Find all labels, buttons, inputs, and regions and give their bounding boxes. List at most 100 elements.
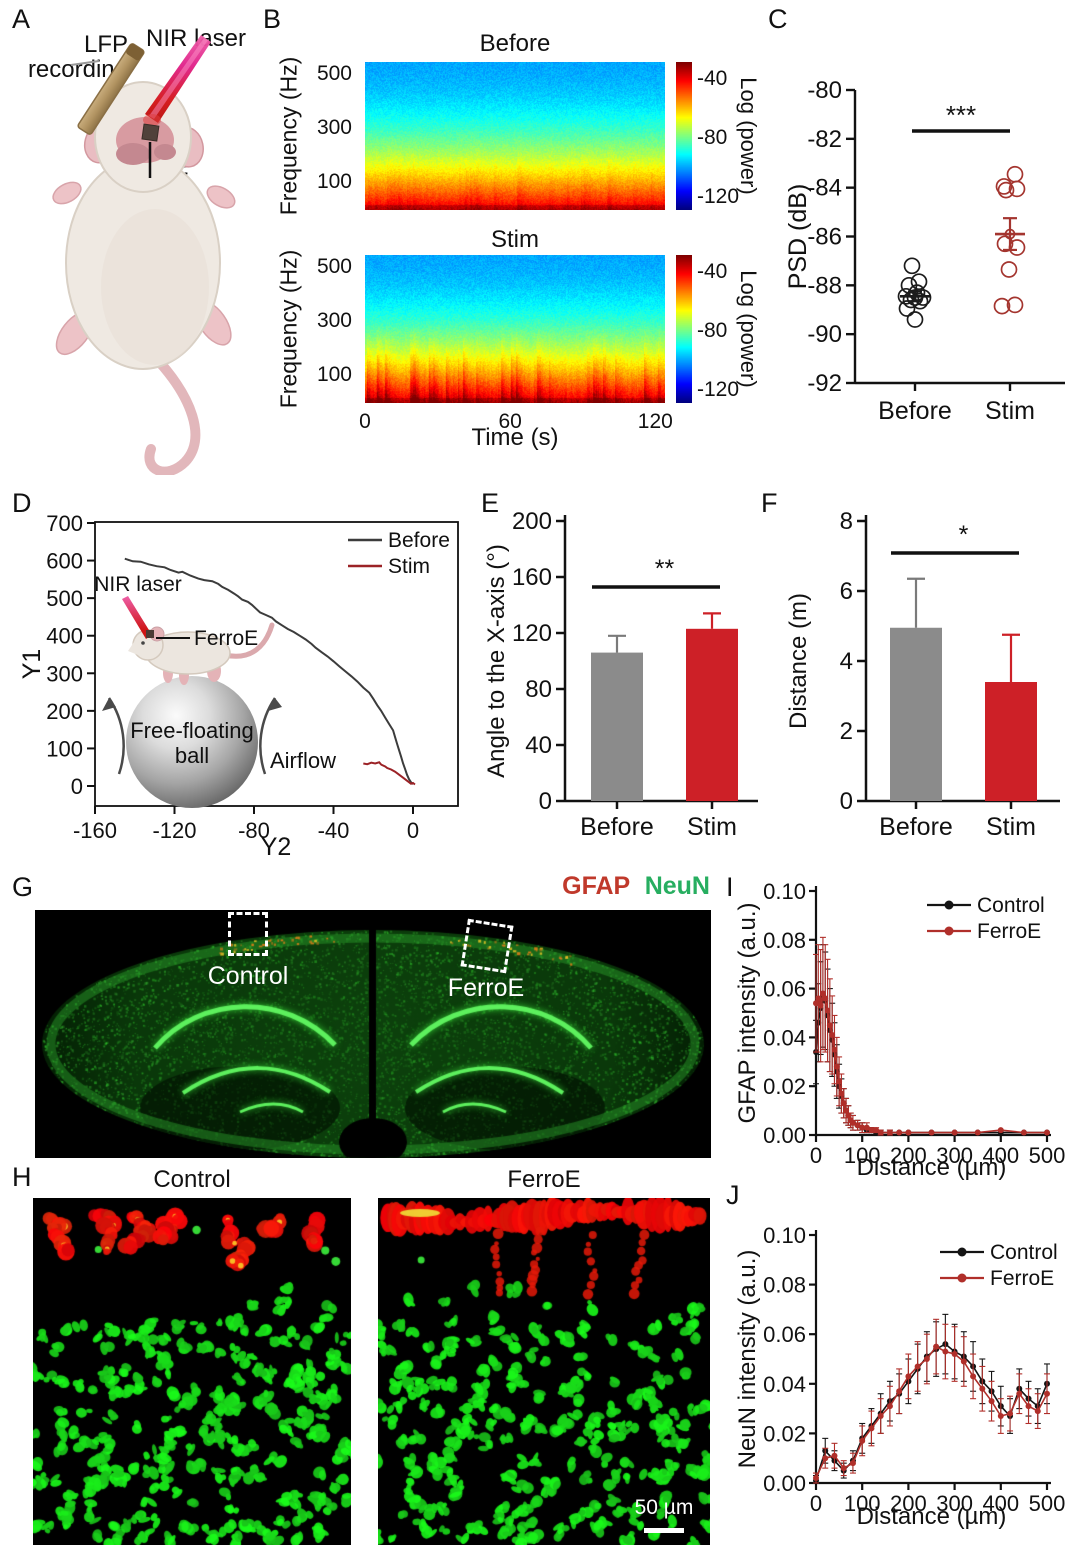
panel-letter-e: E	[481, 488, 500, 518]
svg-text:300: 300	[46, 661, 83, 686]
freq-tick-label: 500	[316, 255, 352, 279]
svg-text:200: 200	[512, 508, 552, 535]
svg-text:100: 100	[46, 736, 83, 761]
svg-text:0.00: 0.00	[763, 1471, 806, 1496]
scalebar-label: 50 µm	[634, 1496, 694, 1519]
svg-text:600: 600	[46, 549, 83, 574]
svg-text:0.02: 0.02	[763, 1074, 806, 1099]
mouse-illustration	[52, 35, 236, 475]
svg-text:GFAP intensity (a.u.): GFAP intensity (a.u.)	[735, 903, 761, 1124]
series-control	[813, 1313, 1050, 1484]
freq-tick-label: 100	[316, 363, 352, 387]
svg-text:100: 100	[844, 1491, 881, 1516]
series-ferroe	[813, 936, 1050, 1136]
svg-text:0.08: 0.08	[763, 928, 806, 953]
svg-text:200: 200	[46, 699, 83, 724]
svg-text:0.04: 0.04	[763, 1372, 806, 1397]
svg-text:0: 0	[840, 788, 853, 815]
svg-text:Stim: Stim	[687, 813, 737, 841]
svg-text:300: 300	[936, 1491, 973, 1516]
svg-text:400: 400	[982, 1491, 1019, 1516]
trajectory-stim	[363, 761, 416, 786]
mouse-body-shade	[101, 209, 209, 365]
svg-text:Before: Before	[879, 813, 953, 841]
freq-tick-label: 300	[316, 309, 352, 333]
mouse-tail	[144, 350, 201, 475]
svg-text:2: 2	[840, 718, 853, 745]
control-roi-box	[228, 912, 268, 956]
free-floating-ball	[126, 676, 258, 808]
scatter-series-before	[897, 257, 932, 328]
colorbar-before	[676, 62, 692, 210]
svg-text:0.10: 0.10	[763, 879, 806, 904]
time-axis-label: Time (s)	[471, 424, 559, 451]
svg-text:0.10: 0.10	[763, 1223, 806, 1248]
panel-letter-g: G	[12, 872, 34, 902]
svg-text:160: 160	[512, 564, 552, 591]
svg-text:-120: -120	[152, 818, 196, 843]
distance-bar-chart: 0 2 4 6 8 Before Stim * Distance (m)	[785, 508, 1060, 841]
svg-text:-88: -88	[807, 272, 842, 299]
svg-text:Stim: Stim	[986, 813, 1036, 841]
airflow-arrow-right	[268, 698, 282, 711]
svg-text:-80: -80	[238, 818, 270, 843]
mouse-front-paw-left	[52, 181, 82, 205]
brain-slice-image	[35, 910, 711, 1158]
svg-text:NIR laser: NIR laser	[94, 573, 182, 596]
nir-laser-beam	[145, 35, 211, 123]
series-ferroe	[813, 1318, 1050, 1484]
svg-text:500: 500	[46, 586, 83, 611]
svg-text:Before: Before	[388, 529, 450, 552]
trajectory-chart: 0 100 200 300 400 500 600 700 -160 -120 -80 -40 0 Y1 Y…	[20, 511, 459, 861]
micrograph-ferroe	[378, 1198, 710, 1545]
svg-text:500: 500	[1029, 1143, 1066, 1168]
svg-text:0: 0	[407, 818, 419, 843]
svg-text:4: 4	[840, 648, 853, 675]
lfp-leader-line	[70, 60, 100, 66]
time-tick-label: 60	[498, 410, 522, 433]
svg-text:Angle to the X-axis (°): Angle to the X-axis (°)	[483, 544, 510, 778]
svg-text:0: 0	[810, 1491, 822, 1516]
svg-text:PSD (dB): PSD (dB)	[784, 184, 812, 290]
svg-text:-82: -82	[807, 126, 842, 153]
freq-tick-label: 300	[316, 116, 352, 140]
svg-text:-92: -92	[807, 370, 842, 397]
svg-text:Y1: Y1	[20, 649, 46, 680]
colorbar-tick-label: -120	[697, 378, 740, 402]
svg-text:500: 500	[1029, 1491, 1066, 1516]
micrograph-title-control: Control	[153, 1166, 231, 1193]
svg-text:0.02: 0.02	[763, 1421, 806, 1446]
svg-text:-84: -84	[807, 175, 842, 202]
bar-before	[591, 652, 643, 801]
svg-text:700: 700	[46, 511, 83, 536]
scatter-series-stim	[993, 165, 1026, 315]
freq-tick-label: 500	[316, 62, 352, 86]
ferroe-roi-box	[460, 918, 514, 974]
svg-text:Distance (m): Distance (m)	[785, 593, 812, 729]
panel-letter-j: J	[726, 1180, 740, 1210]
svg-text:ball: ball	[175, 743, 209, 768]
svg-text:200: 200	[890, 1143, 927, 1168]
laser-core	[149, 38, 208, 119]
skull-shade-left	[116, 143, 150, 165]
panel-letter-f: F	[761, 488, 778, 518]
lfp-electrode	[77, 43, 145, 135]
svg-text:**: **	[655, 555, 675, 583]
micrograph-title-ferroe: FerroE	[507, 1166, 581, 1193]
bar-before	[890, 627, 942, 801]
colorbar-stim	[676, 255, 692, 403]
psd-scatter-chart: -80 -82 -84 -86 -88 -90 -92 Before Stim PSD (dB) *…	[784, 77, 1065, 425]
svg-text:FerroE: FerroE	[977, 920, 1041, 943]
spectrogram-before	[365, 62, 665, 210]
gfap-stain-label: GFAP	[562, 872, 630, 900]
time-tick-label: 0	[359, 410, 371, 433]
svg-text:*: *	[959, 521, 969, 549]
svg-text:Y2: Y2	[261, 833, 292, 861]
panel-letter-d: D	[12, 488, 32, 518]
spectrogram-title-stim: Stim	[491, 226, 539, 253]
svg-text:8: 8	[840, 508, 853, 535]
neun-stain-label: NeuN	[644, 872, 710, 900]
time-tick-label: 120	[637, 410, 673, 433]
svg-text:-80: -80	[807, 77, 842, 104]
neun-intensity-chart: 0.00 0.02 0.04 0.06 0.08 0.10 0 100 200 300 400 500…	[735, 1223, 1066, 1530]
